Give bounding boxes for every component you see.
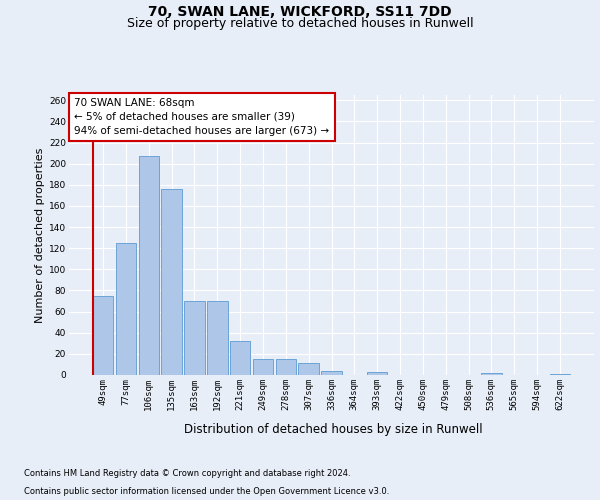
Bar	[275, 359, 296, 375]
Bar	[550, 374, 570, 375]
Text: Size of property relative to detached houses in Runwell: Size of property relative to detached ho…	[127, 18, 473, 30]
Bar	[367, 372, 388, 375]
Text: Distribution of detached houses by size in Runwell: Distribution of detached houses by size …	[184, 422, 482, 436]
Text: 70 SWAN LANE: 68sqm
← 5% of detached houses are smaller (39)
94% of semi-detache: 70 SWAN LANE: 68sqm ← 5% of detached hou…	[74, 98, 329, 136]
Bar	[207, 301, 227, 375]
Bar	[253, 359, 273, 375]
Bar	[298, 364, 319, 375]
Text: 70, SWAN LANE, WICKFORD, SS11 7DD: 70, SWAN LANE, WICKFORD, SS11 7DD	[148, 5, 452, 19]
Bar	[93, 296, 113, 375]
Y-axis label: Number of detached properties: Number of detached properties	[35, 148, 45, 322]
Bar	[161, 189, 182, 375]
Text: Contains HM Land Registry data © Crown copyright and database right 2024.: Contains HM Land Registry data © Crown c…	[24, 468, 350, 477]
Bar	[184, 301, 205, 375]
Text: Contains public sector information licensed under the Open Government Licence v3: Contains public sector information licen…	[24, 487, 389, 496]
Bar	[481, 373, 502, 375]
Bar	[139, 156, 159, 375]
Bar	[230, 341, 250, 375]
Bar	[116, 243, 136, 375]
Bar	[321, 371, 342, 375]
